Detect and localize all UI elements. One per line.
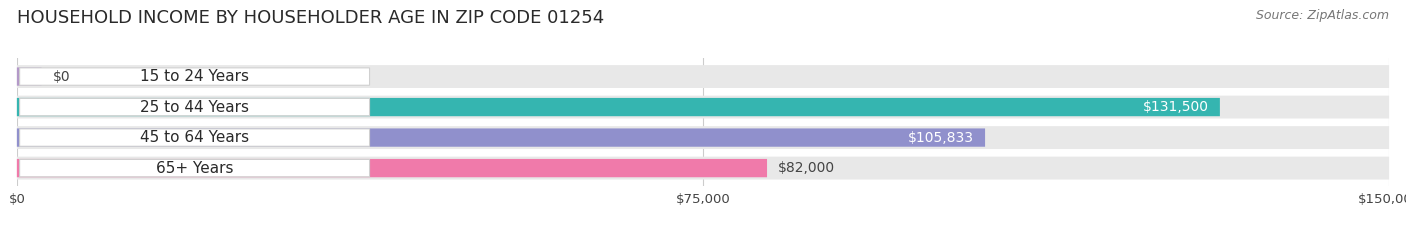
Text: 65+ Years: 65+ Years bbox=[156, 161, 233, 176]
Text: 45 to 64 Years: 45 to 64 Years bbox=[141, 130, 249, 145]
FancyBboxPatch shape bbox=[17, 128, 986, 147]
Text: $131,500: $131,500 bbox=[1143, 100, 1209, 114]
FancyBboxPatch shape bbox=[17, 126, 1389, 149]
Text: HOUSEHOLD INCOME BY HOUSEHOLDER AGE IN ZIP CODE 01254: HOUSEHOLD INCOME BY HOUSEHOLDER AGE IN Z… bbox=[17, 9, 605, 27]
Text: 25 to 44 Years: 25 to 44 Years bbox=[141, 99, 249, 115]
FancyBboxPatch shape bbox=[17, 67, 42, 86]
Text: $0: $0 bbox=[52, 70, 70, 84]
FancyBboxPatch shape bbox=[17, 96, 1389, 119]
FancyBboxPatch shape bbox=[17, 157, 1389, 180]
Text: $82,000: $82,000 bbox=[778, 161, 835, 175]
FancyBboxPatch shape bbox=[20, 68, 370, 85]
FancyBboxPatch shape bbox=[20, 159, 370, 177]
Text: Source: ZipAtlas.com: Source: ZipAtlas.com bbox=[1256, 9, 1389, 22]
FancyBboxPatch shape bbox=[17, 65, 1389, 88]
Text: $105,833: $105,833 bbox=[908, 130, 974, 145]
FancyBboxPatch shape bbox=[20, 129, 370, 146]
FancyBboxPatch shape bbox=[20, 98, 370, 116]
Text: 15 to 24 Years: 15 to 24 Years bbox=[141, 69, 249, 84]
FancyBboxPatch shape bbox=[17, 98, 1220, 116]
FancyBboxPatch shape bbox=[17, 159, 768, 177]
